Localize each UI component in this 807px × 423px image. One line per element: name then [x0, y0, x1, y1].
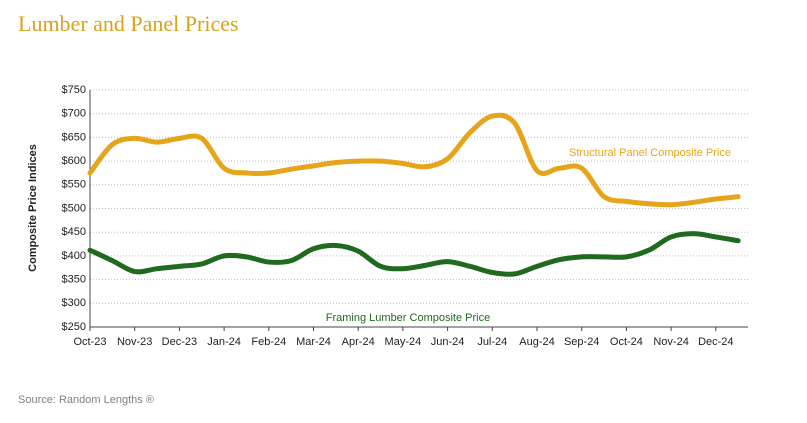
source-note: Source: Random Lengths ® [18, 394, 154, 406]
y-tick-label: $250 [62, 321, 86, 333]
x-tick-label: Nov-24 [653, 336, 688, 348]
y-tick-label: $300 [62, 297, 86, 309]
x-tick-label: Dec-23 [162, 336, 197, 348]
y-tick-label: $400 [62, 250, 86, 262]
x-tick-label: Jan-24 [207, 336, 241, 348]
x-tick-label: Oct-23 [73, 336, 106, 348]
x-tick-label: Oct-24 [610, 336, 643, 348]
x-tick-label: Jun-24 [431, 336, 465, 348]
y-tick-label: $500 [62, 202, 86, 214]
series-line [87, 112, 741, 208]
y-tick-label: $550 [62, 179, 86, 191]
y-tick-label: $650 [62, 131, 86, 143]
y-tick-label: $600 [62, 155, 86, 167]
x-tick-label: Aug-24 [519, 336, 554, 348]
x-tick-label: Dec-24 [698, 336, 733, 348]
y-tick-label: $450 [62, 226, 86, 238]
series-label: Framing Lumber Composite Price [326, 312, 490, 324]
chart-title: Lumber and Panel Prices [18, 11, 239, 36]
x-tick-label: Mar-24 [296, 336, 331, 348]
x-tick-label: May-24 [385, 336, 422, 348]
y-tick-label: $750 [62, 84, 86, 96]
y-tick-label: $350 [62, 274, 86, 286]
x-tick-label: Feb-24 [251, 336, 286, 348]
series-line [87, 231, 741, 277]
y-tick-label: $700 [62, 108, 86, 120]
x-tick-label: Nov-23 [117, 336, 152, 348]
x-tick-label: Apr-24 [342, 336, 375, 348]
x-tick-label: Sep-24 [564, 336, 599, 348]
x-tick-label: Jul-24 [477, 336, 507, 348]
y-axis-label: Composite Price Indices [27, 144, 39, 272]
series-label: Structural Panel Composite Price [569, 147, 731, 159]
